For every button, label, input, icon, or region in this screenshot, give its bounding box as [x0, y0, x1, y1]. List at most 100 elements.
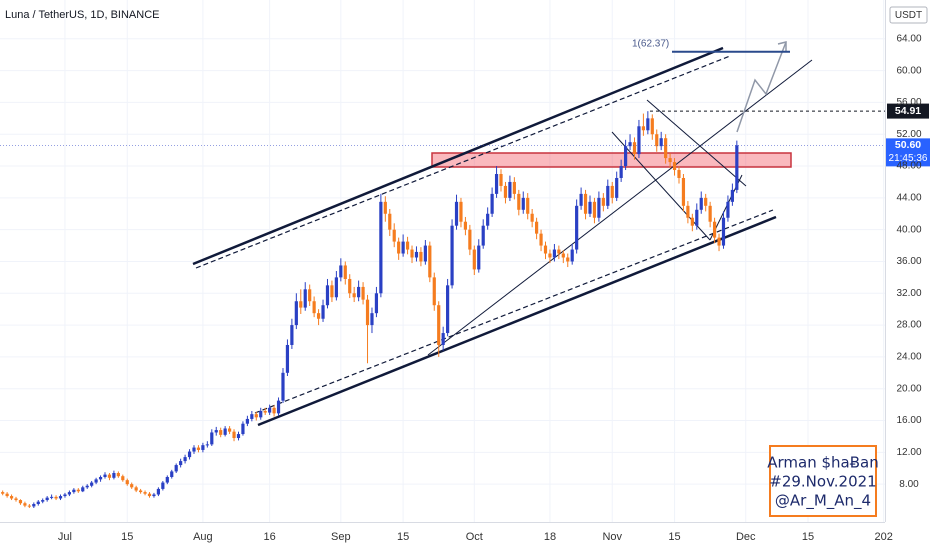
currency-box[interactable]	[889, 6, 928, 24]
candle-body	[357, 286, 361, 298]
candle-body	[512, 181, 516, 194]
candle-body	[192, 447, 196, 452]
x-tick-label: 15	[802, 531, 814, 543]
x-tick-label: 16	[264, 531, 276, 543]
candle-body	[139, 490, 143, 493]
candle-body	[579, 193, 583, 206]
candle-body	[717, 237, 721, 246]
candle-body	[98, 476, 103, 480]
candle-body	[254, 414, 258, 418]
candle-body	[147, 493, 152, 497]
candle-body	[321, 305, 325, 319]
candle-body	[543, 245, 548, 254]
candle-body	[5, 493, 9, 497]
candle-body	[477, 245, 481, 270]
currency: USDT	[895, 10, 922, 21]
x-tick-label: Nov	[602, 531, 622, 543]
candle-body	[232, 431, 236, 439]
last-price-label: 50.60	[895, 139, 921, 151]
candle-body	[695, 209, 699, 226]
candle-body	[664, 138, 668, 159]
candle-body	[503, 185, 508, 198]
candle-body	[72, 489, 76, 493]
x-tick-label: Oct	[466, 531, 483, 543]
candle-body	[187, 451, 192, 458]
y-tick-label: 56.00	[896, 97, 921, 108]
y-tick-label: 36.00	[896, 256, 921, 267]
x-tick-label: 202	[874, 531, 892, 543]
candle-body	[161, 482, 165, 489]
candle-body	[632, 142, 637, 155]
candle-body	[530, 213, 534, 222]
candle-body	[708, 205, 712, 222]
candle-body	[290, 325, 294, 345]
candle-body	[428, 245, 432, 278]
level-label: 54.91	[895, 105, 921, 117]
candle-body	[726, 201, 730, 218]
candle-body	[174, 465, 178, 472]
signature-line: #29.Nov.2021	[769, 473, 876, 491]
candle-body	[583, 193, 588, 214]
candle-body	[210, 432, 214, 445]
candle-body	[668, 158, 672, 163]
candle-body	[659, 138, 663, 147]
candle-body	[623, 146, 628, 167]
candle-body	[18, 500, 23, 504]
candle-body	[107, 474, 112, 478]
candle-body	[352, 293, 356, 298]
candle-body	[339, 265, 343, 278]
y-tick-label: 8.00	[899, 479, 919, 490]
candle-body	[374, 293, 379, 314]
candle-body	[263, 410, 267, 413]
y-tick-label: 12.00	[896, 447, 921, 458]
candle-body	[348, 278, 352, 294]
candle-body	[183, 457, 187, 462]
candle-body	[472, 249, 476, 270]
candle-body	[704, 197, 708, 206]
candle-body	[205, 444, 209, 446]
y-tick-label: 44.00	[896, 192, 921, 203]
candle-body	[446, 285, 450, 334]
candle-body	[41, 500, 45, 502]
candle-body	[557, 249, 561, 254]
candle-body	[699, 197, 703, 210]
candle-body	[227, 428, 232, 432]
candle-body	[67, 492, 72, 495]
x-tick-label: 15	[397, 531, 409, 543]
candle-body	[552, 249, 557, 258]
candle-body	[712, 221, 717, 238]
candle-body	[494, 174, 499, 194]
channel-top	[192, 46, 724, 266]
candle-body	[241, 423, 245, 435]
candle-body	[116, 473, 120, 477]
candle-body	[615, 177, 619, 198]
candle-body	[526, 197, 530, 214]
candle-body	[58, 496, 63, 499]
candle-body	[272, 407, 276, 414]
candle-body	[628, 142, 632, 147]
candle-body	[27, 505, 31, 507]
x-tick-label: Aug	[193, 531, 213, 543]
candles	[1, 111, 739, 509]
candle-body	[646, 118, 650, 131]
candle-body	[735, 145, 739, 190]
candle-body	[610, 185, 614, 198]
candle-body	[85, 485, 89, 488]
candle-body	[103, 474, 107, 477]
candle-body	[365, 299, 370, 326]
candle-body	[330, 285, 334, 298]
signature-line: Arman $haɃan	[767, 454, 878, 472]
candle-body	[450, 225, 454, 286]
candle-body	[597, 197, 601, 218]
overlay: 50.60 21:45:36 54.91 1(62.37)	[0, 38, 930, 167]
candle-body	[156, 488, 161, 495]
candle-body	[539, 233, 543, 246]
countdown: 21:45:36	[889, 153, 928, 164]
candle-body	[134, 487, 138, 491]
candle-body	[575, 205, 579, 250]
candle-body	[130, 484, 134, 488]
candle-body	[548, 253, 552, 258]
signature-box	[769, 445, 877, 517]
last-price-box	[886, 138, 930, 167]
candle-body	[361, 286, 365, 300]
